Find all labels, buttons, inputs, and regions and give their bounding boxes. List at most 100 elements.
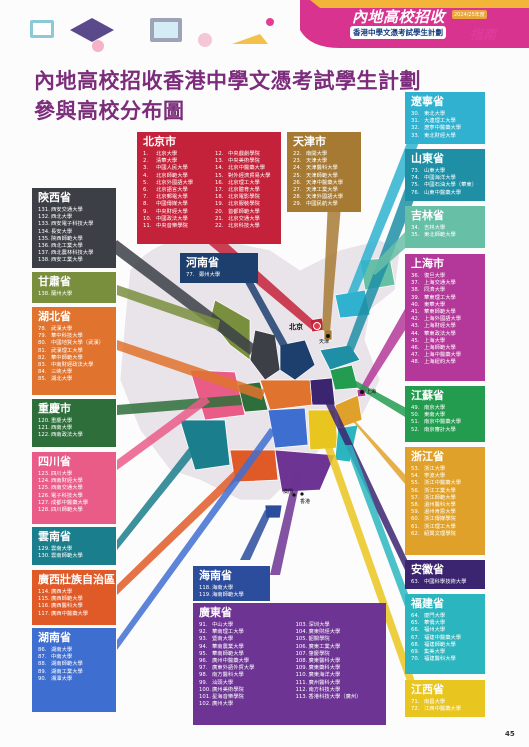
university-name: 廣東海洋大學 <box>308 672 341 679</box>
university-item: 101.星海音樂學院 <box>199 694 290 701</box>
university-number: 11. <box>143 223 152 230</box>
university-item: 94. 華南農業大學 <box>199 644 290 651</box>
university-number: 59. <box>411 509 420 516</box>
university-name: 浙江傳媒學院 <box>424 516 456 523</box>
university-name: 上海大學 <box>424 337 446 344</box>
university-item: 1. 北京大學 <box>143 151 209 158</box>
university-number: 124. <box>38 478 50 485</box>
university-name: 中南財經政法大學 <box>51 362 94 369</box>
university-name: 首都師範大學 <box>228 208 260 215</box>
region-box-zhejiang: 浙江省 53. 浙江大學 54. 寧波大學 55. 浙江中醫藥大學 56. 浙江工業大學 57. 浙… <box>405 447 485 555</box>
university-number: 44. <box>411 330 420 337</box>
university-name: 東南大學 <box>424 412 446 419</box>
university-list: 1. 北京大學 2. 清華大學 3. 中國人民大學 4. 北京師範大學 5. 北京外國語大學 6. 北… <box>137 151 209 230</box>
university-number: 36. <box>411 273 420 279</box>
university-item: 77. 鄭州大學 <box>186 272 258 279</box>
university-number: 94. <box>199 643 208 650</box>
university-name: 中國傳媒大學 <box>156 201 188 208</box>
region-box-chongqing: 重慶市 120.重慶大學 121.西南大學 122.西南政法大學 <box>32 399 116 447</box>
university-name: 吉林大學 <box>424 225 446 231</box>
university-item: 57. 浙江師範大學 <box>411 495 485 502</box>
university-number: 75. <box>411 182 420 189</box>
university-item: 53. 浙江大學 <box>411 466 485 473</box>
university-name: 浙江中醫藥大學 <box>424 480 462 487</box>
university-number: 111. <box>295 679 308 686</box>
university-number: 49. <box>411 405 420 411</box>
university-number: 10. <box>143 215 152 222</box>
university-item: 58. 溫州醫科大學 <box>411 502 485 509</box>
university-name: 重慶大學 <box>51 418 73 424</box>
university-name: 天津工業大學 <box>306 187 338 194</box>
region-title-guangdong: 廣東省 <box>199 606 232 619</box>
university-number: 76. <box>411 189 420 196</box>
university-number: 2. <box>143 158 149 165</box>
university-name: 華東政法大學 <box>424 330 456 337</box>
university-number: 37. <box>411 280 420 287</box>
university-item: 116.廣西醫科大學 <box>38 603 116 610</box>
university-item: 40. 東華大學 <box>411 302 485 309</box>
map-region-hunan <box>267 407 309 449</box>
university-name: 廣西中醫藥大學 <box>51 610 89 617</box>
university-item: 99. 汕頭大學 <box>199 680 290 687</box>
university-item: 59. 溫州肯恩大學 <box>411 509 485 516</box>
university-name: 西南交通大學 <box>51 485 83 492</box>
university-number: 1. <box>143 151 149 157</box>
university-number: 125. <box>38 485 50 492</box>
region-box-liaoning: 遼寧省 30. 東北大學 31. 大連理工大學 32. 遼寧中醫藥大學 33. 東北財經大學 <box>405 92 485 144</box>
university-item: 26. 天津中醫藥大學 <box>293 180 361 187</box>
university-name: 長安大學 <box>51 228 73 235</box>
university-name: 集美大學 <box>424 649 446 656</box>
university-item: 74. 中國海洋大學 <box>411 175 485 182</box>
university-name: 鄭州大學 <box>199 272 221 278</box>
university-name: 上海紐約大學 <box>424 359 456 366</box>
university-name: 中國民航大學 <box>306 201 338 208</box>
university-item: 112.南方科技大學 <box>296 687 387 694</box>
university-item: 82. 華中師範大學 <box>38 355 116 362</box>
university-item: 107.肇慶學院 <box>296 651 387 658</box>
university-item: 13. 中央美術學院 <box>215 158 281 165</box>
university-number: 123. <box>38 471 50 477</box>
university-number: 19. <box>215 201 224 208</box>
region-title-shandong: 山東省 <box>411 152 444 165</box>
page-number: 45 <box>505 730 515 738</box>
university-name: 山東大學 <box>424 168 446 174</box>
university-name: 北京體育大學 <box>228 187 260 194</box>
university-number: 15. <box>215 172 224 179</box>
university-item: 12. 中央戲劇學院 <box>215 151 281 158</box>
university-name: 南開大學 <box>306 151 328 157</box>
university-number: 88. <box>38 661 47 668</box>
university-number: 91. <box>199 622 208 628</box>
region-title-chongqing: 重慶市 <box>38 402 71 415</box>
university-name: 廣州醫科大學 <box>308 679 341 686</box>
university-number: 32. <box>411 125 420 132</box>
university-item: 130.雲南師範大學 <box>38 553 116 560</box>
university-number: 60. <box>411 516 420 523</box>
university-number: 132. <box>38 214 50 221</box>
university-number: 128. <box>38 507 50 514</box>
university-number: 8. <box>143 201 149 208</box>
university-name: 華僑大學 <box>424 620 446 627</box>
university-number: 26. <box>293 179 302 186</box>
university-name: 海南師範大學 <box>212 592 244 599</box>
university-item: 98. 南方醫科大學 <box>199 672 290 679</box>
university-item: 15. 對外經濟貿易大學 <box>215 173 281 180</box>
university-name: 南方科技大學 <box>308 686 341 693</box>
university-name: 中央美術學院 <box>228 158 260 165</box>
region-box-hubei: 湖北省 78. 武漢大學 79. 華中科技大學 80. 中國地質大學（武漢） 81. 武漢理工大… <box>32 307 116 395</box>
university-name: 北京大學 <box>156 151 178 157</box>
university-item: 110.廣東海洋大學 <box>296 672 387 679</box>
university-number: 24. <box>293 165 302 172</box>
map-label-aomen: 澳門 <box>283 489 294 495</box>
university-number: 82. <box>38 354 47 361</box>
university-name: 湖南師範大學 <box>51 661 83 668</box>
university-number: 63. <box>411 579 420 585</box>
university-number: 71. <box>411 699 420 705</box>
university-item: 24. 天津醫科大學 <box>293 165 361 172</box>
university-name: 北京服裝學院 <box>228 201 260 208</box>
university-number: 31. <box>411 118 420 125</box>
region-title-hubei: 湖北省 <box>38 310 71 323</box>
university-list: 86. 湖南大學 87. 中南大學 88. 湖南師範大學 89. 湖南工業大學 90. 湘潭大學 <box>32 647 116 683</box>
university-list: 103.深圳大學 104.廣東財經大學 105.韶關學院 106.廣東工業大學 107.… <box>290 622 387 708</box>
university-name: 天津師範大學 <box>306 172 338 179</box>
university-number: 50. <box>411 412 420 419</box>
